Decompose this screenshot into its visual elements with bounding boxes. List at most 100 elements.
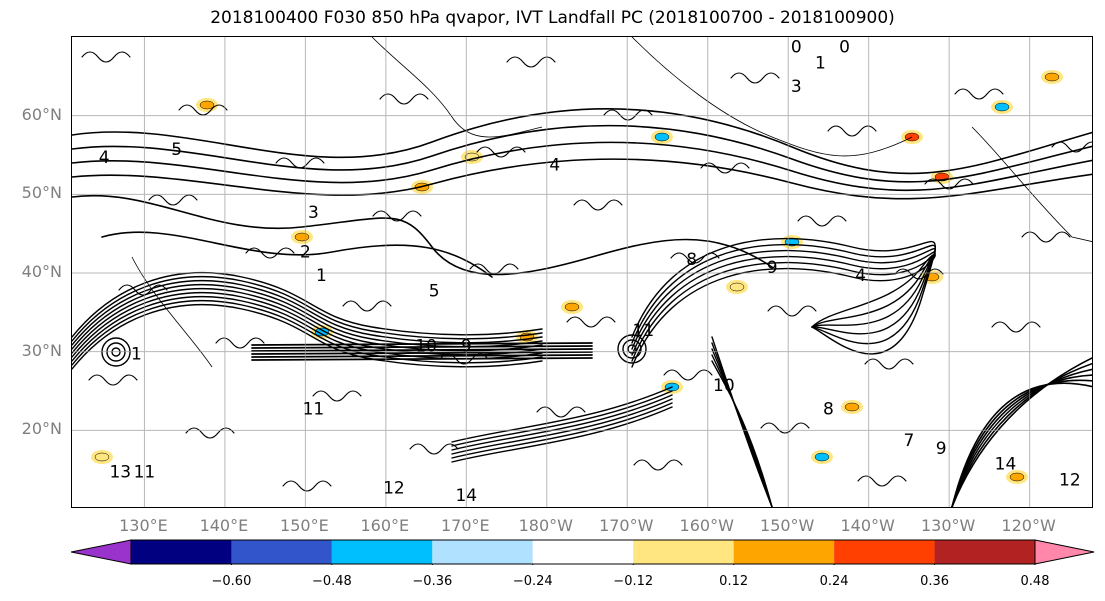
contour-line — [72, 303, 543, 370]
contour-line — [711, 360, 773, 507]
anomaly-patch — [844, 402, 860, 412]
contour-line — [251, 351, 593, 355]
colorbar-frame — [130, 539, 1036, 565]
lon-tick-label: 130°W — [920, 516, 976, 535]
contour-label: 11 — [134, 463, 156, 483]
contour-line — [451, 406, 673, 463]
colorbar-tick-label: −0.48 — [311, 574, 352, 589]
contour-label: 4 — [855, 266, 866, 286]
contour-line — [700, 162, 750, 174]
contour-label: 12 — [1059, 470, 1081, 490]
contour-line — [506, 56, 556, 68]
contour-line — [711, 342, 773, 507]
contour-line — [251, 357, 593, 361]
coastline-layer — [131, 37, 1092, 368]
contour-label: 2 — [300, 242, 311, 262]
contour-line — [275, 157, 325, 169]
contour-line — [72, 279, 543, 346]
contour-label: 11 — [633, 321, 655, 341]
contour-line — [760, 422, 810, 434]
contour-line — [451, 398, 673, 455]
contour-line — [469, 263, 519, 275]
anomaly-patch — [314, 327, 330, 337]
contour-line — [633, 459, 683, 471]
contour-label: 11 — [303, 400, 325, 420]
coastline — [631, 37, 913, 157]
contour-line — [72, 291, 543, 358]
contour-label: 4 — [99, 148, 110, 168]
anomaly-patch — [564, 302, 580, 312]
contour-line — [451, 390, 673, 447]
colorbar-tick-label: −0.36 — [412, 574, 453, 589]
lon-tick-label: 140°W — [840, 516, 895, 535]
contour-line — [797, 215, 847, 227]
contour-line — [118, 284, 168, 296]
coastline — [371, 37, 543, 138]
contour-line — [1051, 141, 1092, 153]
contour-label: 9 — [767, 258, 778, 278]
colorbar-tick-label: 0.24 — [819, 574, 849, 589]
contour-line — [827, 125, 877, 137]
contour-line — [857, 475, 907, 487]
contour-line — [894, 268, 944, 280]
figure-title: 2018100400 F030 850 hPa qvapor, IVT Land… — [210, 8, 895, 28]
anomaly-patch — [814, 452, 830, 462]
contour-label: 1 — [131, 345, 142, 365]
contour-line — [631, 247, 936, 350]
lon-tick-label: 150°E — [280, 516, 329, 535]
colorbar-segment — [834, 540, 935, 564]
contour-line — [864, 358, 914, 370]
colorbar-segment — [733, 540, 835, 564]
contour-line — [101, 231, 493, 278]
colorbar-segment — [131, 540, 232, 564]
contour-label: 3 — [791, 77, 802, 97]
colorbar-segment — [432, 540, 533, 564]
contour-label: 13 — [109, 463, 131, 483]
contour-line — [476, 146, 526, 158]
contour-line — [185, 427, 235, 439]
colorbar-tick-label: −0.60 — [211, 574, 252, 589]
lon-tick-label: 170°E — [440, 516, 490, 535]
contour-line — [631, 250, 936, 356]
contour-line — [72, 287, 543, 354]
contour-label: 8 — [823, 400, 834, 420]
contour-line — [72, 108, 1092, 175]
lon-tick-label: 170°W — [599, 516, 654, 535]
anomaly-patch — [994, 102, 1010, 112]
contour-line — [603, 109, 653, 121]
contour-line — [409, 443, 459, 455]
contour-label: 12 — [383, 478, 405, 498]
contour-line — [566, 316, 616, 328]
contour-label: 10 — [415, 337, 437, 357]
contour-line — [730, 72, 780, 84]
contour-line — [439, 353, 489, 365]
contour-label: 1 — [815, 53, 826, 73]
contour-line — [72, 271, 543, 338]
contour-line — [631, 237, 936, 355]
contour-line — [451, 386, 673, 443]
colorbar — [71, 539, 1095, 565]
cyclone-ring — [617, 334, 647, 364]
lon-tick-label: 180°W — [518, 516, 573, 535]
lon-tick-label: 150°W — [760, 516, 815, 535]
contour-label: 0 — [839, 38, 850, 58]
contour-label: 14 — [995, 455, 1017, 475]
lon-tick-label: 160°W — [679, 516, 734, 535]
contour-line — [951, 357, 1092, 507]
contour-line — [631, 252, 936, 362]
map-frame: 4 5 3 2 1 5 10 9 11 12 13 11 14 1 11 8 9 4 10 8 7 9 12 14 0 0 1 3 4 — [71, 36, 1093, 508]
anomaly-patch — [1009, 472, 1025, 482]
contour-label: 1 — [316, 266, 327, 286]
colorbar-segment — [231, 540, 332, 564]
anomaly-patch — [199, 100, 215, 110]
lat-tick-label: 40°N — [21, 262, 62, 281]
contour-line — [951, 382, 1092, 507]
contour-line — [372, 210, 422, 222]
colorbar-extend-high — [1034, 539, 1095, 565]
colorbar-tick-label: 0.48 — [1020, 574, 1050, 589]
contour-label: 9 — [936, 439, 947, 459]
colorbar-tick-label: −0.12 — [613, 574, 654, 589]
contour-line — [148, 194, 198, 206]
